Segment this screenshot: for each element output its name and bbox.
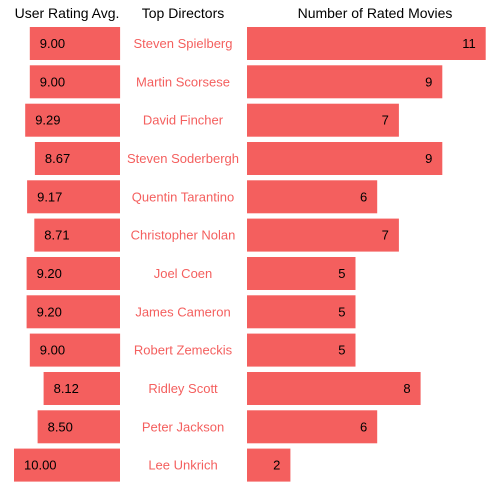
rating-label: 9.00 — [40, 343, 65, 358]
director-name: Ridley Scott — [148, 381, 218, 396]
rating-label: 9.00 — [40, 74, 65, 89]
left-header: User Rating Avg. — [15, 5, 120, 21]
count-bar — [247, 448, 291, 482]
right-header: Number of Rated Movies — [298, 5, 453, 21]
count-label: 5 — [338, 304, 345, 319]
rating-bar — [34, 142, 120, 175]
director-name: Peter Jackson — [142, 419, 224, 434]
chart-rows: 9.00 Steven Spielberg 11 9.00 Martin Scorses… — [14, 27, 486, 482]
rating-bar — [26, 257, 121, 290]
count-label: 5 — [338, 266, 345, 281]
rating-bar — [29, 27, 121, 60]
count-label: 7 — [382, 228, 389, 243]
rating-label: 9.29 — [35, 113, 60, 128]
count-bar — [247, 142, 443, 175]
count-bar — [247, 410, 378, 444]
rating-bar — [37, 410, 120, 444]
count-bar — [247, 65, 443, 99]
rating-bar — [14, 448, 120, 482]
director-name: Lee Unkrich — [148, 458, 217, 473]
count-bar — [247, 180, 378, 214]
rating-label: 9.20 — [37, 304, 62, 319]
rating-bar — [43, 372, 120, 405]
rating-label: 8.50 — [48, 419, 73, 434]
count-label: 5 — [338, 343, 345, 358]
rating-bar — [34, 218, 120, 252]
count-label: 6 — [360, 189, 367, 204]
count-bar — [247, 372, 421, 405]
rating-label: 8.71 — [44, 228, 69, 243]
count-bar — [247, 295, 356, 329]
center-header: Top Directors — [142, 5, 224, 21]
rating-bar — [29, 65, 121, 99]
count-label: 2 — [273, 458, 280, 473]
director-name: James Cameron — [135, 304, 230, 319]
rating-bar — [29, 333, 121, 367]
director-name: Quentin Tarantino — [132, 189, 234, 204]
director-name: Christopher Nolan — [131, 228, 236, 243]
count-bar — [247, 257, 356, 290]
rating-label: 9.00 — [40, 36, 65, 51]
count-bar — [247, 218, 399, 252]
count-bar — [247, 27, 486, 60]
rating-label: 8.12 — [54, 381, 79, 396]
count-label: 11 — [462, 36, 476, 51]
rating-label: 10.00 — [24, 458, 57, 473]
count-label: 6 — [360, 419, 367, 434]
count-bar — [247, 333, 356, 367]
count-label: 8 — [403, 381, 410, 396]
director-name: Martin Scorsese — [136, 74, 230, 89]
rating-bar — [26, 295, 121, 329]
director-name: Steven Spielberg — [133, 36, 232, 51]
rating-label: 8.67 — [45, 151, 70, 166]
rating-bar — [27, 180, 121, 214]
director-name: Robert Zemeckis — [134, 343, 233, 358]
count-label: 9 — [425, 151, 432, 166]
director-name: David Fincher — [143, 113, 224, 128]
count-label: 9 — [425, 74, 432, 89]
count-bar — [247, 103, 399, 137]
director-name: Steven Soderbergh — [127, 151, 239, 166]
rating-label: 9.20 — [37, 266, 62, 281]
director-name: Joel Coen — [154, 266, 213, 281]
rating-bar — [25, 103, 121, 137]
count-label: 7 — [382, 113, 389, 128]
rating-label: 9.17 — [37, 189, 62, 204]
